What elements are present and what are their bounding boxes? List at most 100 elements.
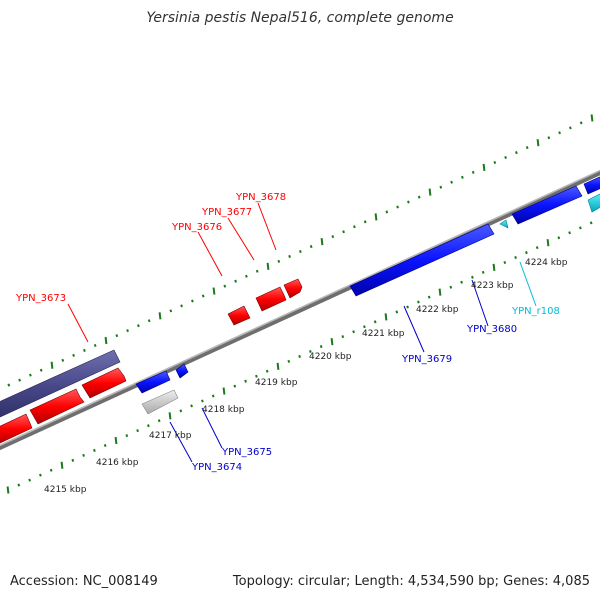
tick-label-4215: 4215 kbp (44, 485, 87, 495)
upper-row-minor-tick (417, 195, 421, 199)
upper-row-minor-tick (234, 279, 237, 283)
lower-row-minor-tick (417, 300, 420, 304)
upper-row-minor-tick (547, 136, 551, 140)
gene-label-ypn-3679[interactable]: YPN_3679 (401, 354, 452, 365)
upper-row-minor-tick (255, 269, 259, 273)
gene-block-ypn-3680[interactable] (511, 185, 583, 225)
upper-row-minor-tick (61, 358, 65, 362)
upper-row-major-tick (212, 287, 216, 295)
genome-stats-text: Topology: circular; Length: 4,534,590 bp… (232, 574, 590, 589)
upper-row-minor-tick (342, 230, 345, 234)
upper-row-minor-tick (201, 294, 205, 298)
gene-block-ypn-3679[interactable] (349, 223, 495, 297)
upper-row-major-tick (50, 361, 54, 369)
lower-row-minor-tick (103, 443, 107, 447)
upper-row-minor-tick (331, 235, 335, 239)
lower-row-minor-tick (363, 325, 366, 329)
upper-row-major-tick (320, 237, 324, 246)
upper-row-minor-tick (299, 249, 302, 254)
upper-row-minor-tick (288, 254, 291, 258)
lower-row-minor-tick (17, 483, 21, 487)
upper-row-major-tick (482, 163, 486, 172)
gene-label-ypn-3677[interactable]: YPN_3677 (201, 207, 252, 218)
lower-row-major-tick (222, 387, 226, 395)
upper-row-minor-tick (504, 156, 507, 160)
upper-row-minor-tick (450, 180, 453, 184)
gene-block-blue-edge[interactable] (583, 176, 600, 195)
map-title: Yersinia pestis Nepal516, complete genom… (146, 10, 454, 26)
lower-row-minor-tick (265, 369, 269, 373)
gene-block-ypn-3678[interactable] (283, 278, 303, 299)
gene-block-ypn-r108[interactable] (499, 219, 509, 229)
tick-label-4220: 4220 kbp (309, 352, 352, 362)
gene-label-ypn-3676[interactable]: YPN_3676 (171, 222, 222, 233)
lower-row-minor-tick (201, 399, 204, 403)
lower-row-minor-tick (568, 231, 571, 235)
gene-label-ypn-3673[interactable]: YPN_3673 (15, 293, 66, 304)
lower-tick-row (6, 221, 593, 494)
gene-block-red-3[interactable] (81, 367, 127, 399)
lower-row-major-tick (114, 436, 118, 445)
upper-row-minor-tick (29, 373, 32, 377)
lower-row-major-tick (330, 337, 334, 346)
upper-row-major-tick (536, 139, 540, 147)
lower-row-major-tick (276, 362, 280, 370)
gene-label-ypn-r108[interactable]: YPN_r108 (511, 306, 560, 317)
lower-row-minor-tick (352, 330, 355, 334)
gene-label-ypn-3680[interactable]: YPN_3680 (466, 324, 517, 335)
gene-label-ypn-3674[interactable]: YPN_3674 (191, 462, 242, 473)
lower-row-minor-tick (589, 221, 593, 225)
upper-tick-row (7, 114, 594, 387)
upper-row-minor-tick (223, 284, 227, 288)
lower-row-minor-tick (93, 448, 96, 452)
lower-row-minor-tick (525, 251, 528, 255)
lower-row-minor-tick (28, 478, 31, 482)
upper-row-major-tick (158, 312, 162, 320)
gene-block-ypn-3677[interactable] (255, 286, 287, 312)
tick-label-4217: 4217 kbp (149, 431, 192, 441)
gene-block-ypn-3676[interactable] (227, 305, 251, 326)
lower-row-minor-tick (503, 260, 507, 264)
lower-row-minor-tick (341, 335, 345, 339)
tick-label-4216: 4216 kbp (96, 458, 139, 468)
upper-row-minor-tick (83, 348, 86, 352)
lower-row-minor-tick (147, 424, 150, 428)
gene-label-ypn-3675[interactable]: YPN_3675 (221, 447, 272, 458)
lower-row-major-tick (6, 486, 10, 494)
lower-row-minor-tick (298, 354, 301, 358)
upper-row-minor-tick (493, 160, 497, 164)
kbp-tick-labels: 4215 kbp 4216 kbp 4217 kbp 4218 kbp 4219… (44, 258, 568, 495)
gene-block-red-2[interactable] (29, 388, 85, 425)
upper-row-minor-tick (569, 126, 572, 130)
lower-row-minor-tick (427, 295, 431, 299)
upper-row-major-tick (266, 262, 270, 270)
upper-row-minor-tick (72, 353, 75, 357)
lower-row-minor-tick (211, 394, 215, 398)
upper-row-major-tick (374, 213, 378, 221)
gene-block-cyan-edge[interactable] (587, 193, 600, 213)
gene-label-ypn-3678[interactable]: YPN_3678 (235, 192, 286, 203)
gene-block-ypn-3673[interactable] (0, 349, 121, 418)
lower-row-minor-tick (535, 246, 539, 250)
gene-block-ypn-3674[interactable] (141, 389, 179, 415)
upper-row-minor-tick (191, 299, 194, 303)
accession-text: Accession: NC_008149 (10, 574, 158, 589)
gene-block-red-1[interactable] (0, 413, 33, 444)
lower-row-minor-tick (309, 349, 312, 354)
gene-block-ypn-3675[interactable] (135, 370, 171, 394)
gene-labels: YPN_3673 YPN_3676 YPN_3677 YPN_3678 YPN_… (15, 192, 560, 473)
tick-label-4218: 4218 kbp (202, 405, 245, 415)
upper-row-minor-tick (277, 259, 281, 263)
tick-label-4219: 4219 kbp (255, 378, 298, 388)
lower-row-minor-tick (287, 359, 291, 363)
tick-label-4223: 4223 kbp (471, 281, 514, 291)
lower-row-minor-tick (71, 458, 75, 462)
gene-block-blue-small[interactable] (175, 363, 189, 379)
lower-row-minor-tick (406, 305, 409, 309)
tick-label-4224: 4224 kbp (525, 258, 568, 268)
upper-row-minor-tick (126, 329, 129, 333)
lower-row-minor-tick (244, 379, 247, 383)
tick-label-4222: 4222 kbp (416, 305, 459, 315)
lower-row-minor-tick (471, 275, 474, 279)
lower-row-minor-tick (39, 473, 42, 477)
